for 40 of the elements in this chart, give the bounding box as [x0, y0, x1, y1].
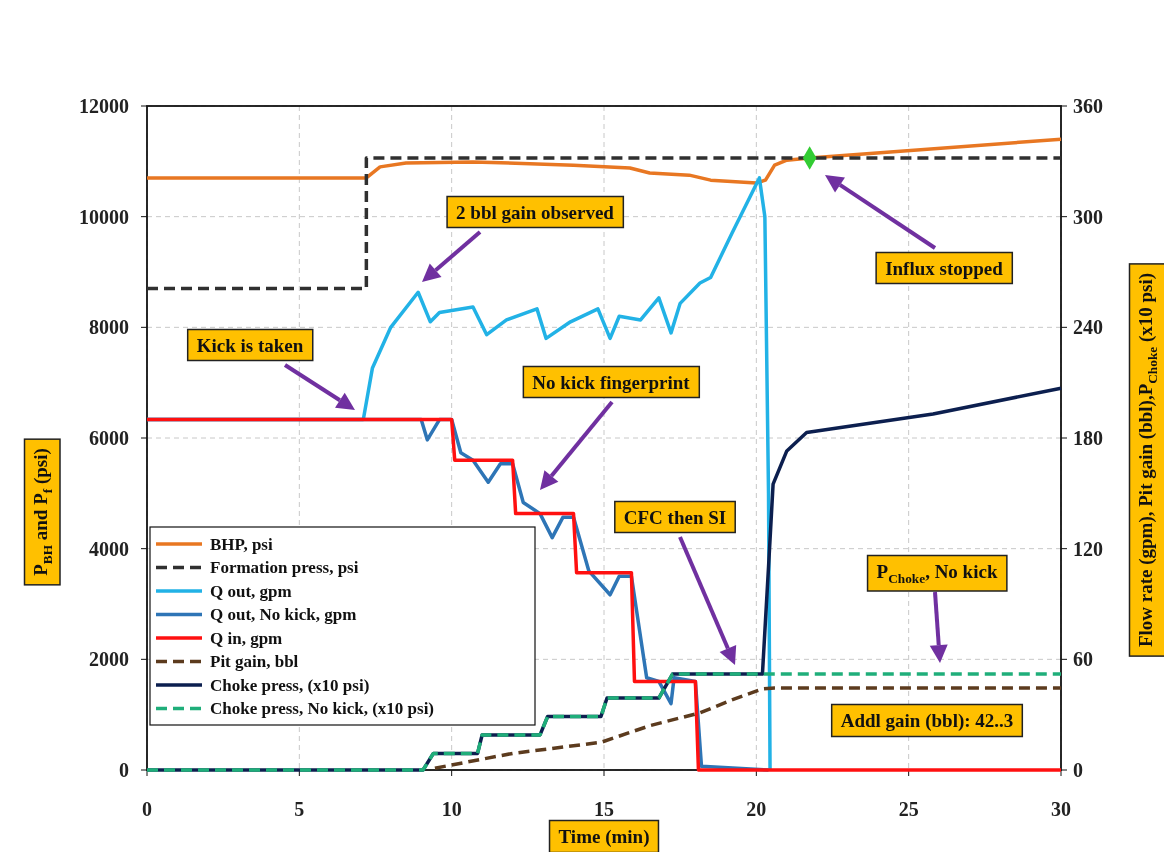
x-tick-label: 30	[1051, 798, 1071, 820]
x-axis-title: Time (min)	[558, 825, 650, 848]
y-tick-label: 8000	[89, 316, 129, 339]
annotation: Kick is taken	[196, 334, 304, 356]
annotation: P$_{Choke}$, No kick	[876, 560, 998, 586]
y-tick-label: 2000	[89, 648, 129, 671]
line-series	[433, 686, 1063, 770]
x-tick-label: 5	[294, 798, 305, 820]
annotation: CFC then SI	[623, 506, 727, 528]
y2-tick-label: 0	[1073, 759, 1083, 781]
y2-tick-label: 300	[1073, 205, 1103, 228]
x-tick-label: 0	[142, 798, 152, 820]
annotation: Addl gain (bbl): 42..3	[840, 709, 1014, 732]
x-tick-label: 15	[594, 798, 614, 820]
x-tick-label: 10	[441, 798, 462, 820]
y2-tick-label: 120	[1073, 537, 1103, 560]
y2-tick-label: 60	[1073, 648, 1093, 671]
legend-label: Q out, No kick, gpm	[210, 605, 357, 624]
y-tick-label: 12000	[79, 95, 129, 117]
x-tick-label: 20	[746, 798, 767, 820]
y2-tick-label: 360	[1073, 95, 1103, 117]
line-series	[145, 672, 1063, 772]
x-tick-label: 25	[898, 798, 919, 820]
line-series	[145, 137, 1063, 185]
annotation: 2 bbl gain observed	[456, 201, 615, 223]
legend-label: BHP, psi	[210, 534, 273, 554]
legend-label: Choke press, No kick, (x10 psi)	[210, 699, 435, 718]
legend-label: Choke press, (x10 psi)	[210, 675, 370, 695]
legend-label: Pit gain, bbl	[210, 652, 299, 671]
legend-label: Formation press, psi	[210, 558, 359, 577]
y-tick-label: 10000	[79, 205, 129, 228]
annotation: No kick fingerprint	[532, 371, 691, 393]
annotation: Influx stopped	[885, 257, 1004, 279]
legend-label: Q out, gpm	[210, 581, 292, 601]
y2-tick-label: 240	[1073, 316, 1103, 339]
y-tick-label: 0	[119, 759, 129, 781]
y-tick-label: 4000	[89, 537, 129, 560]
y2-tick-label: 180	[1073, 427, 1103, 449]
legend-label: Q in, gpm	[210, 628, 283, 648]
y-tick-label: 6000	[89, 427, 129, 449]
